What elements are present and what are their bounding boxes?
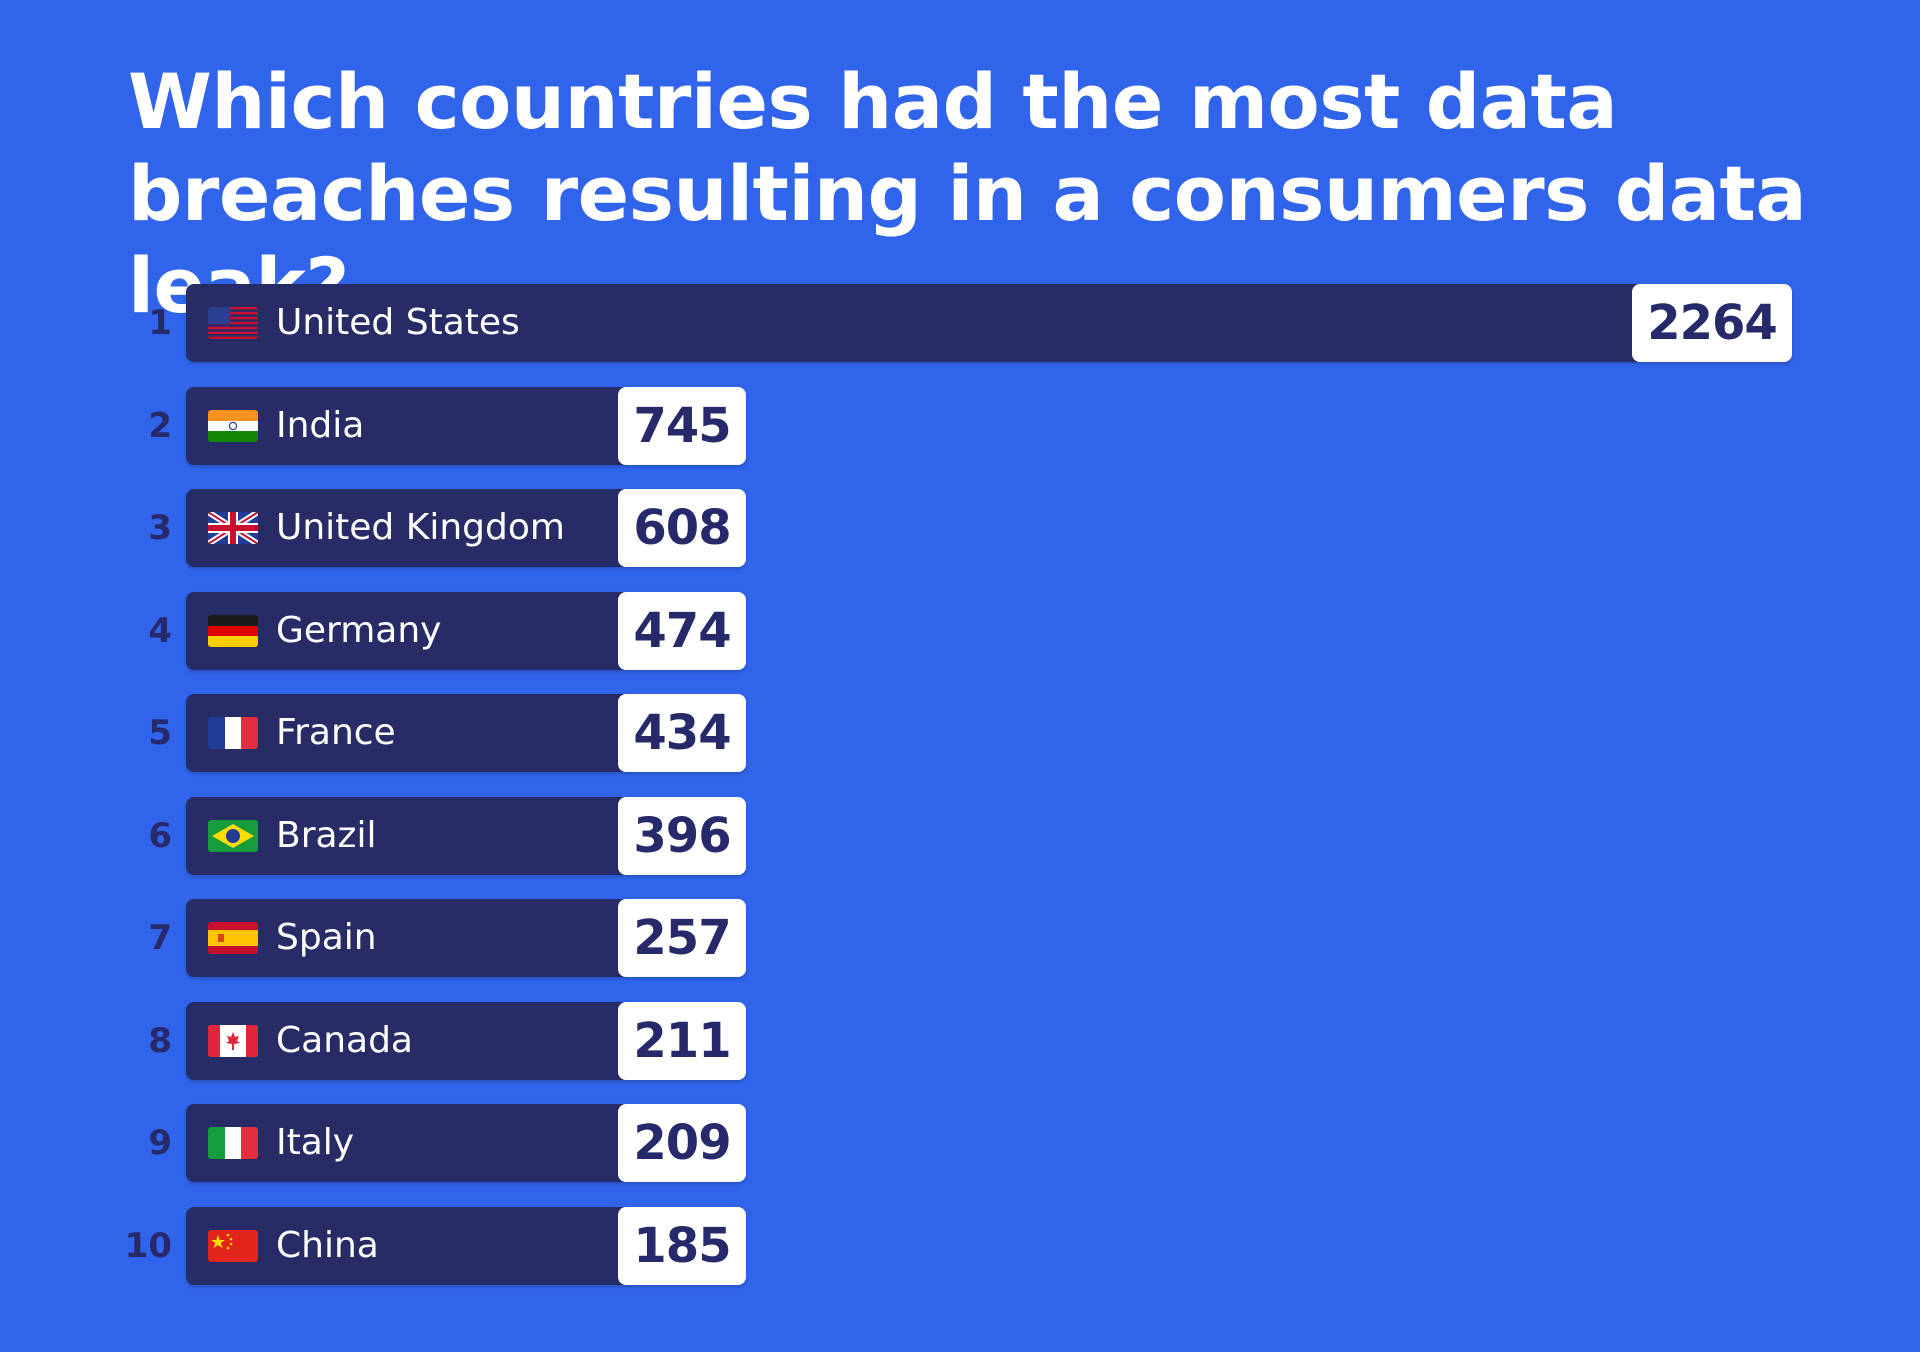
category-label: China [276, 1224, 379, 1266]
spain-flag-icon [208, 922, 258, 954]
france-flag-icon [208, 717, 258, 749]
india-flag-icon [208, 409, 258, 442]
category-label: Canada [276, 1019, 413, 1061]
rank-label: 4 [148, 610, 172, 651]
bar: United States 2264 [186, 284, 1792, 362]
germany-flag-icon [208, 614, 258, 647]
value-label: 396 [618, 796, 746, 875]
category-label: India [276, 404, 365, 446]
rank-label: 9 [148, 1123, 172, 1163]
category-label: United Kingdom [276, 507, 565, 548]
category-label: Italy [276, 1122, 355, 1163]
value-label: 608 [618, 489, 746, 567]
value-label: 2264 [1632, 284, 1792, 362]
italy-flag-icon [208, 1127, 258, 1159]
rank-label: 1 [148, 303, 172, 343]
bar: France 434 [186, 694, 746, 772]
bar: China 185 [186, 1206, 746, 1285]
category-label: Spain [276, 917, 377, 958]
bar: Spain 257 [186, 899, 746, 977]
value-label: 209 [618, 1104, 746, 1182]
value-label: 211 [618, 1001, 746, 1080]
category-label: Brazil [276, 814, 377, 856]
brazil-flag-icon [208, 819, 258, 852]
rank-label: 7 [148, 918, 172, 958]
rank-label: 6 [148, 815, 172, 856]
value-label: 745 [618, 386, 746, 465]
bar: Germany 474 [186, 591, 746, 670]
uk-flag-icon [208, 512, 258, 544]
bar: India 745 [186, 386, 746, 465]
category-label: Germany [276, 609, 442, 651]
rank-label: 10 [124, 1225, 172, 1266]
rank-label: 5 [148, 713, 172, 753]
value-label: 434 [618, 694, 746, 772]
bar: United Kingdom 608 [186, 489, 746, 567]
rank-label: 2 [148, 405, 172, 446]
chart-title: Which countries had the most data breach… [128, 57, 1807, 330]
canada-flag-icon [208, 1024, 258, 1057]
category-label: United States [276, 302, 520, 343]
rank-label: 8 [148, 1020, 172, 1061]
rank-label: 3 [148, 508, 172, 548]
bar: Brazil 396 [186, 796, 746, 875]
value-label: 185 [618, 1206, 746, 1285]
value-label: 257 [618, 899, 746, 977]
bar: Italy 209 [186, 1104, 746, 1182]
bar: Canada 211 [186, 1001, 746, 1080]
category-label: France [276, 712, 396, 753]
china-flag-icon [208, 1229, 258, 1262]
value-label: 474 [618, 591, 746, 670]
us-flag-icon [208, 307, 258, 339]
